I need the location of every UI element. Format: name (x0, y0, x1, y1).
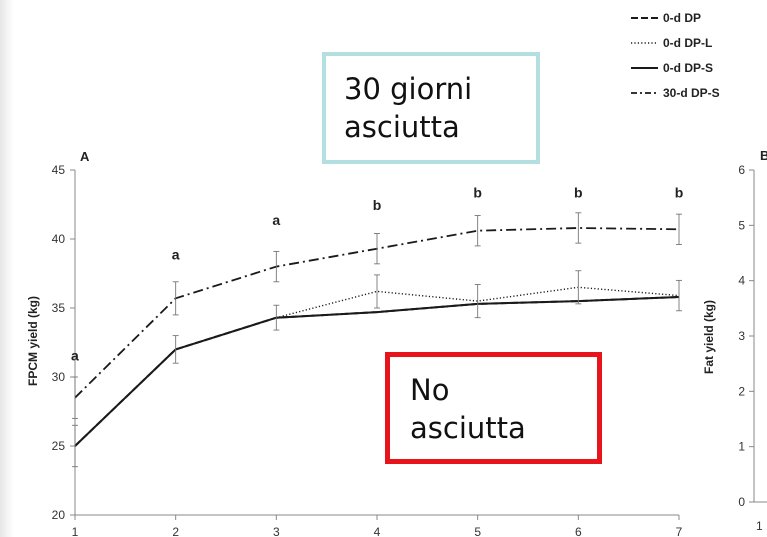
significance-label: b (675, 185, 684, 201)
significance-label: a (272, 212, 280, 228)
error-bar (273, 304, 280, 331)
error-bar (676, 279, 682, 312)
error-bar (72, 376, 78, 419)
y-tick-label: 25 (52, 439, 66, 453)
panel-b-y-tick-label: 3 (738, 329, 745, 343)
significance-label: b (373, 197, 382, 213)
y-tick-label: 35 (52, 301, 66, 315)
x-tick-label: 6 (575, 525, 582, 537)
error-bar (474, 215, 481, 247)
error-bar (273, 250, 280, 283)
dry-period-line1: 30 giorni (344, 72, 473, 106)
panel-b-y-tick-label: 0 (738, 495, 745, 509)
y-axis-title: FPCM yield (kg) (26, 296, 40, 386)
panel-b-y-tick-label: 1 (738, 440, 745, 454)
panel-b-y-tick-label: 4 (738, 274, 745, 288)
panel-a-letter: A (80, 149, 90, 164)
legend-label-0-d-dp-s: 0-d DP-S (663, 61, 713, 75)
error-bar (172, 335, 179, 364)
no-dry-line2: asciutta (410, 411, 526, 445)
x-tick-label: 1 (72, 525, 79, 537)
x-tick-label: 3 (273, 525, 280, 537)
error-bar (575, 212, 582, 244)
error-bar (676, 213, 682, 245)
panel-b-y-tick-label: 2 (738, 384, 745, 398)
x-tick-label: 7 (676, 525, 683, 537)
x-tick-label: 5 (474, 525, 481, 537)
dry-period-callout: 30 giorni asciutta (322, 52, 540, 164)
y-tick-label: 40 (52, 232, 66, 246)
error-bar (474, 284, 481, 319)
no-dry-line1: No (410, 373, 450, 407)
x-tick-label: 2 (172, 525, 179, 537)
y-tick-label: 30 (52, 370, 66, 384)
significance-label: b (473, 185, 482, 201)
panel-b-y-tick-label: 5 (738, 218, 745, 232)
panel-a-error-bars (72, 212, 682, 468)
significance-label: a (172, 247, 180, 263)
left-margin-shade (0, 0, 14, 537)
legend-label-30-d-dp-s: 30-d DP-S (663, 86, 720, 100)
error-bar (374, 274, 380, 309)
x-tick-label: 4 (374, 525, 381, 537)
y-tick-label: 20 (52, 508, 66, 522)
error-bar (374, 233, 380, 265)
legend-label-0-d-dp-l: 0-d DP-L (663, 36, 712, 50)
y-tick-label: 45 (52, 163, 66, 177)
significance-label: a (71, 347, 79, 363)
error-bar (575, 270, 582, 305)
legend: 0-d DP 0-d DP-L 0-d DP-S 30-d DP-S (631, 11, 720, 100)
dry-period-line2: asciutta (344, 110, 460, 144)
panel-b-x-tick-label: 1 (756, 519, 763, 533)
legend-label-0-d-dp: 0-d DP (663, 11, 701, 25)
panel-b-y-tick-label: 6 (738, 163, 745, 177)
significance-label: b (574, 185, 583, 201)
error-bar (172, 281, 179, 316)
no-dry-period-callout: No asciutta (385, 352, 602, 464)
panel-b-letter: B (760, 148, 767, 163)
error-bar (72, 424, 78, 468)
panel-a-significance-labels: a a a b b b b (71, 185, 683, 364)
panel-b-y-axis-title: Fat yield (kg) (702, 300, 716, 374)
